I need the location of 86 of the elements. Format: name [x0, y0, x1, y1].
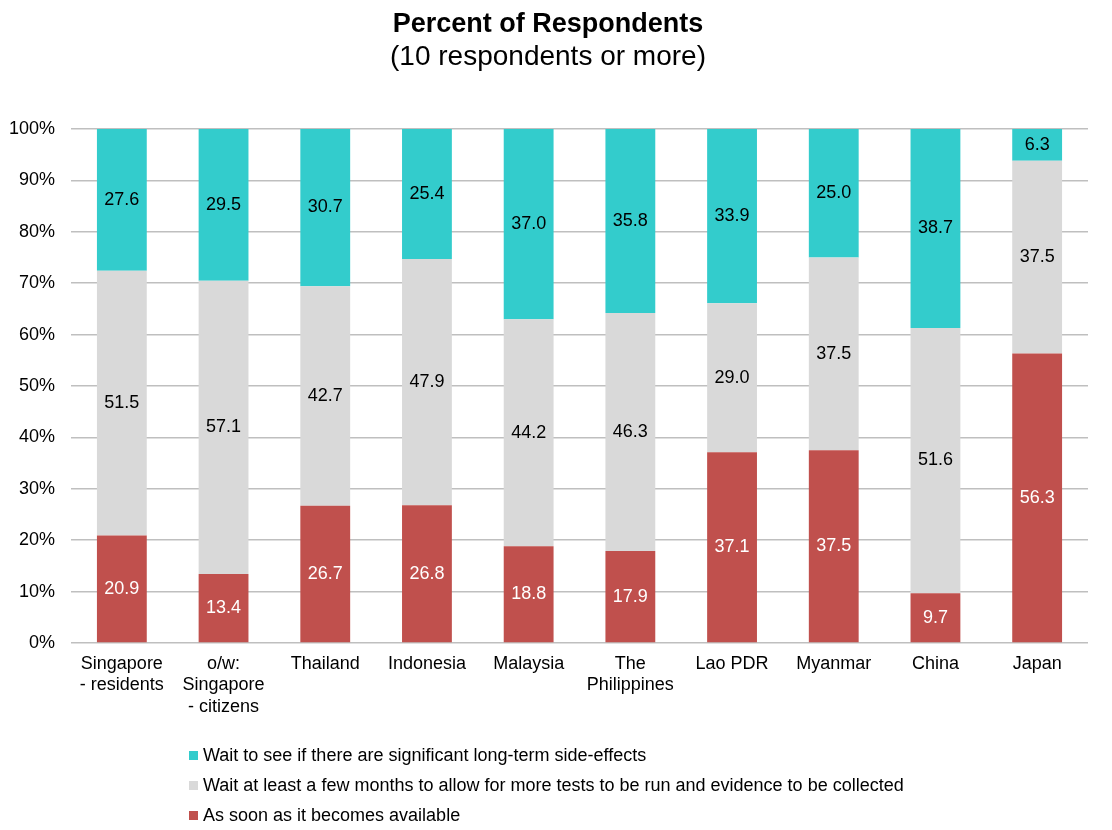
x-tick-label: Lao PDR [695, 652, 769, 673]
bar [96, 270, 147, 536]
data-label: 37.0 [511, 213, 547, 234]
bar [402, 129, 452, 260]
data-label: 17.9 [612, 585, 648, 606]
y-tick-label: 70% [18, 272, 55, 293]
data-label: 27.6 [104, 188, 140, 209]
bar [1012, 129, 1063, 161]
bar [707, 303, 757, 453]
bar [402, 505, 452, 643]
data-label: 20.9 [104, 577, 140, 598]
bar [503, 129, 554, 320]
data-label: 37.1 [714, 536, 750, 557]
bar [605, 313, 656, 551]
bar [300, 505, 351, 643]
data-label: 6.3 [1024, 133, 1050, 154]
data-label: 37.5 [816, 535, 852, 556]
data-label: 35.8 [612, 209, 648, 230]
legend-label: Wait at least a few months to allow for more tests to be run and evidence to be collected [203, 774, 904, 796]
data-label: 42.7 [307, 384, 343, 405]
data-label: 18.8 [511, 583, 547, 604]
y-tick-label: 30% [18, 477, 55, 498]
data-label: 38.7 [917, 217, 953, 238]
x-tick-label: Singapore - residents [79, 652, 164, 695]
data-label: 56.3 [1019, 486, 1055, 507]
data-label: 57.1 [206, 416, 242, 437]
x-tick-label: China [911, 652, 960, 673]
bar [198, 280, 249, 575]
data-label: 47.9 [409, 371, 445, 392]
data-label: 26.8 [409, 562, 445, 583]
bar [300, 286, 351, 506]
bar [707, 129, 757, 304]
data-label: 25.0 [816, 182, 852, 203]
bar [96, 129, 147, 271]
x-tick-label: Japan [1012, 652, 1062, 673]
data-label: 51.5 [104, 392, 140, 413]
y-tick-label: 80% [18, 220, 55, 241]
data-label: 25.4 [409, 182, 445, 203]
bar [300, 129, 351, 287]
y-tick-label: 90% [18, 169, 55, 190]
chart-subtitle: (10 respondents or more) [390, 39, 706, 71]
x-tick-label: The Philippines [586, 652, 674, 695]
y-tick-label: 50% [18, 374, 55, 395]
bar [198, 129, 249, 281]
data-label: 51.6 [917, 449, 953, 470]
data-label: 37.5 [816, 342, 852, 363]
chart-title: Percent of Respondents [392, 7, 704, 38]
bar [707, 452, 757, 643]
bar [605, 129, 656, 314]
bar [808, 129, 859, 258]
y-tick-label: 10% [18, 580, 55, 601]
y-tick-label: 0% [28, 631, 55, 652]
x-tick-label: Myanmar [796, 652, 872, 673]
bar [503, 319, 554, 547]
bar [808, 450, 859, 643]
data-label: 37.5 [1019, 246, 1055, 267]
bar [910, 327, 961, 594]
data-label: 13.4 [206, 597, 242, 618]
bar [605, 550, 656, 643]
x-tick-label: o/w: Singapore - citizens [182, 652, 265, 716]
bar [1012, 160, 1063, 354]
data-label: 33.9 [714, 205, 750, 226]
data-label: 44.2 [511, 421, 547, 442]
x-tick-label: Malaysia [493, 652, 566, 673]
bar [910, 129, 961, 328]
bar [1012, 353, 1063, 643]
y-tick-label: 40% [18, 426, 55, 447]
x-tick-label: Thailand [290, 652, 360, 673]
data-label: 29.5 [206, 193, 242, 214]
y-tick-label: 20% [18, 529, 55, 550]
y-tick-label: 60% [18, 323, 55, 344]
bar [910, 593, 961, 643]
bar [503, 546, 554, 643]
y-tick-label: 100% [8, 117, 55, 138]
x-tick-label: Indonesia [387, 652, 467, 673]
data-label: 9.7 [922, 606, 948, 627]
bar [96, 535, 147, 643]
data-label: 46.3 [612, 420, 648, 441]
data-label: 30.7 [307, 196, 343, 217]
legend-label: As soon as it becomes available [203, 804, 461, 826]
data-label: 26.7 [307, 562, 343, 583]
bar [402, 259, 452, 506]
bar [808, 257, 859, 451]
bar [198, 574, 249, 643]
legend-label: Wait to see if there are significant long-term side-effects [203, 744, 647, 766]
data-label: 29.0 [714, 366, 750, 387]
